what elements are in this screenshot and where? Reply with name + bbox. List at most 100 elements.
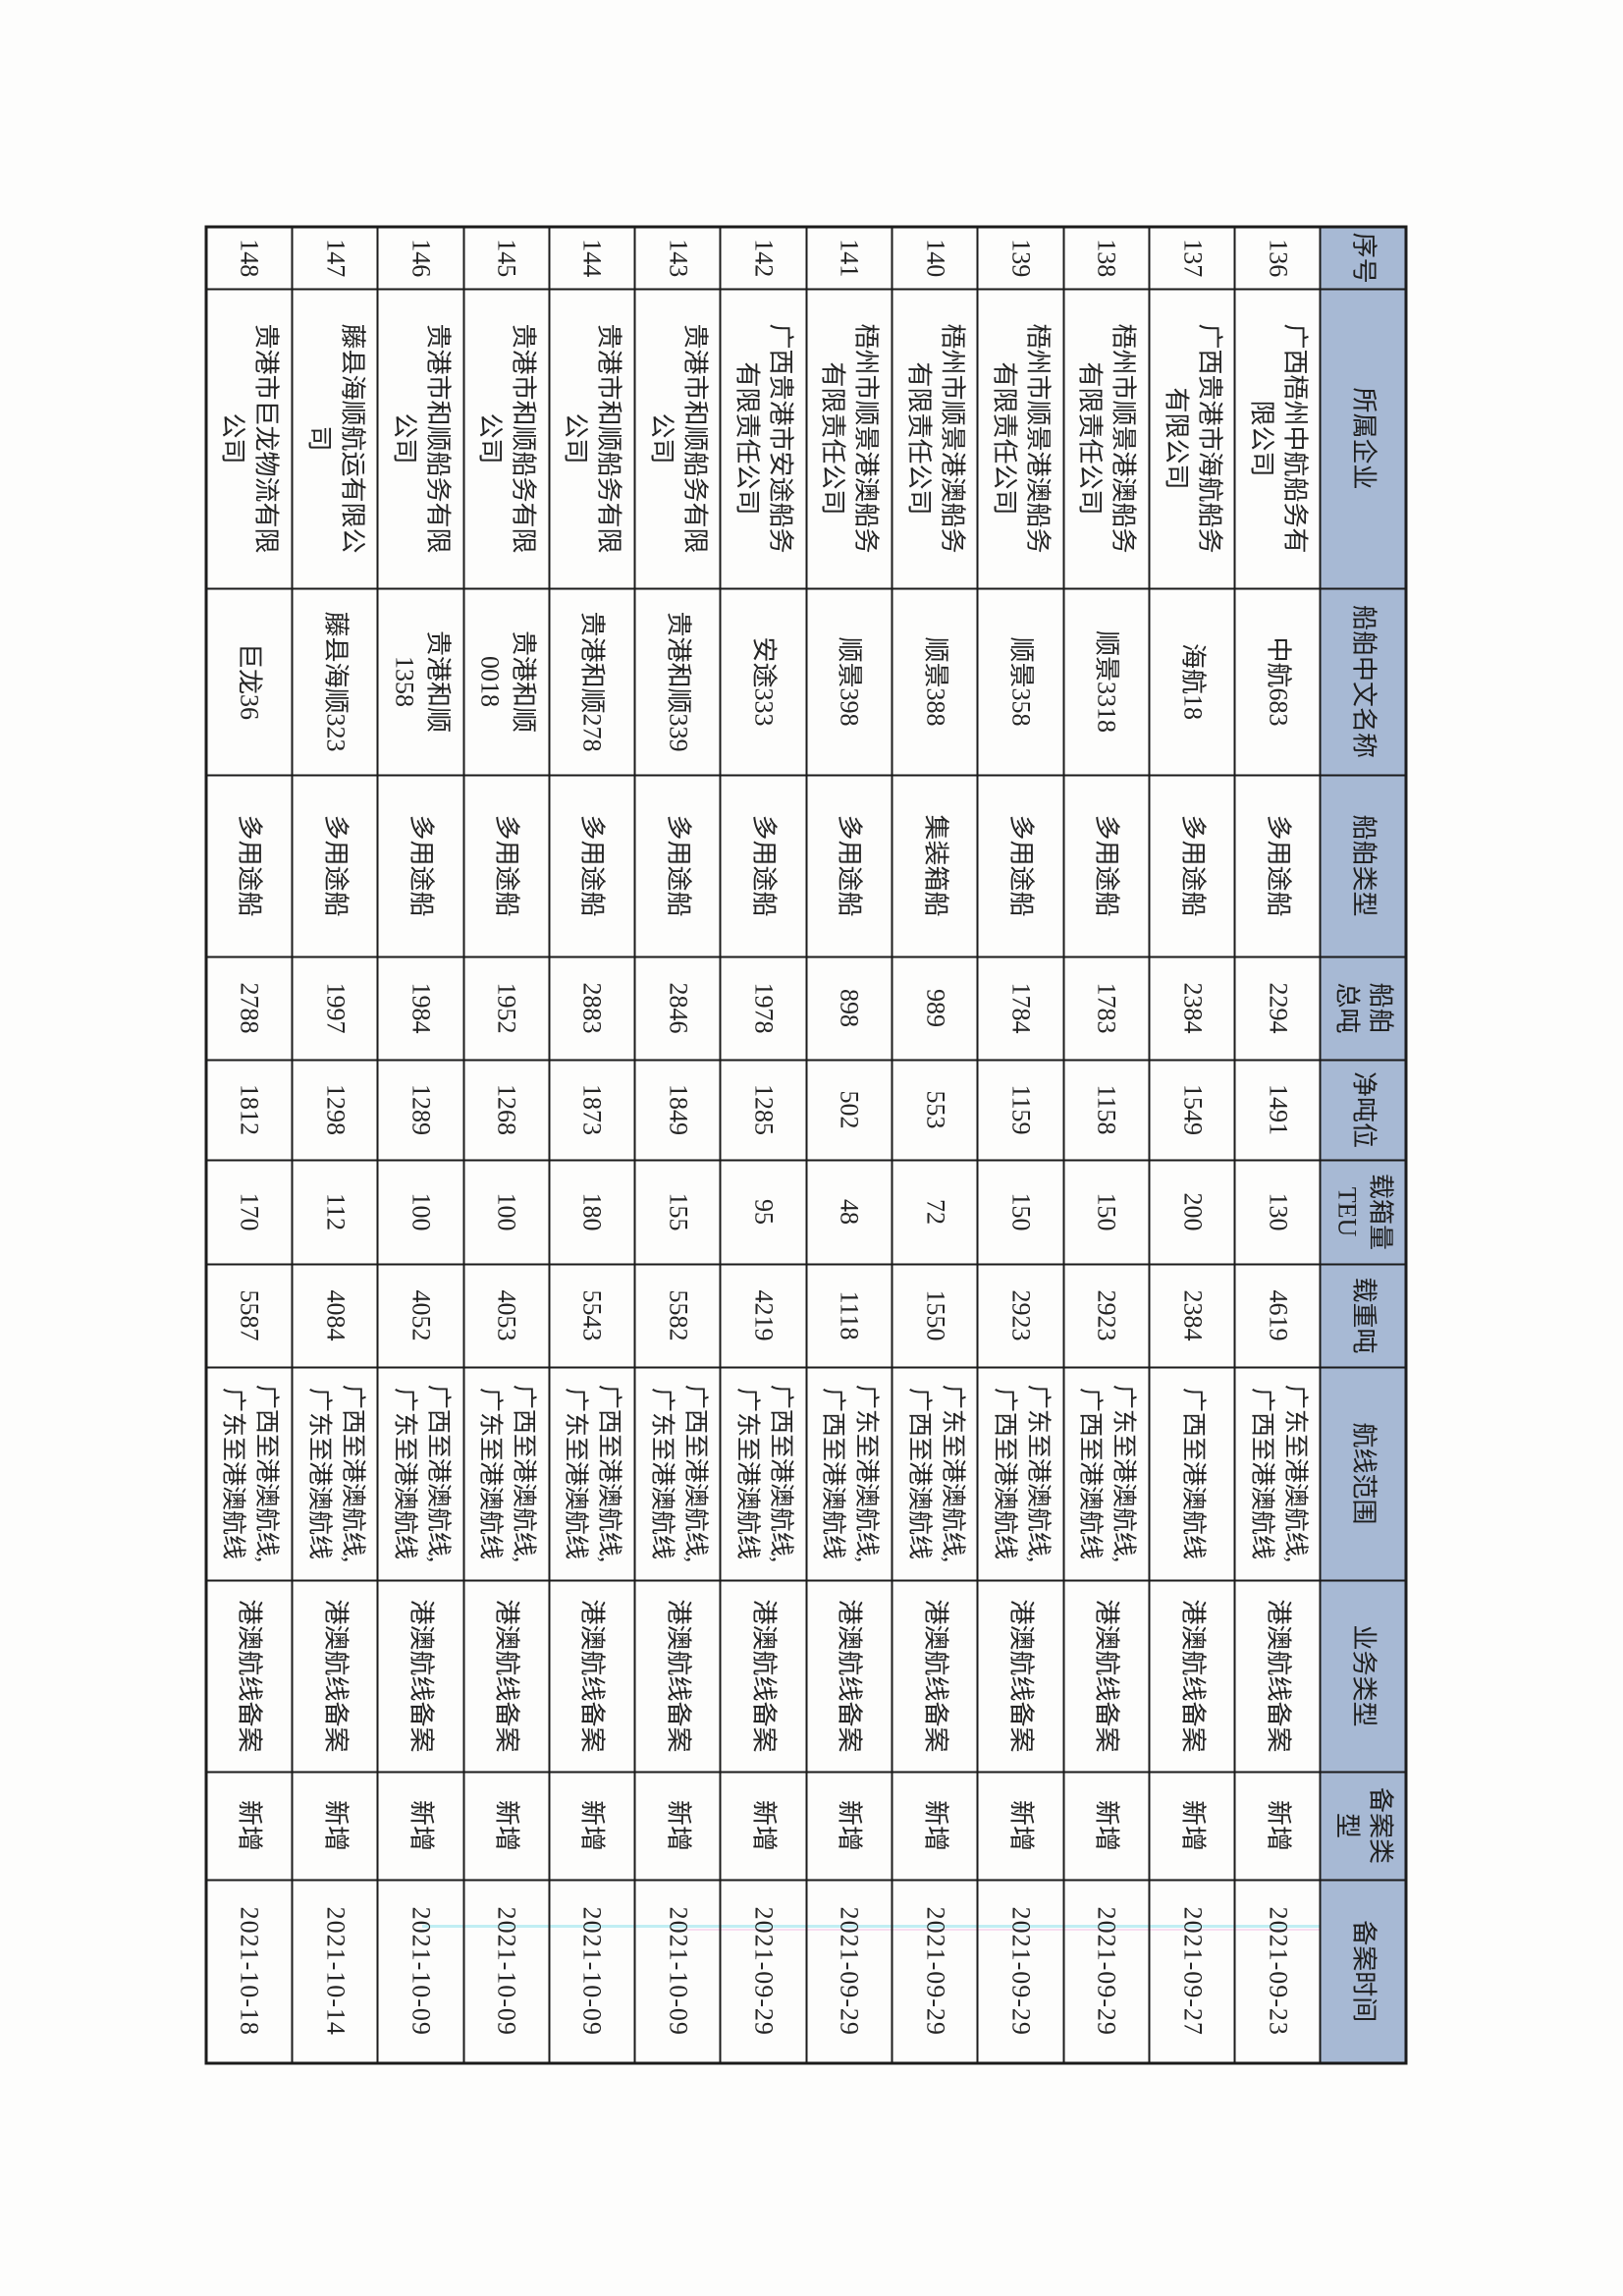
table-row: 141 梧州市顺景港澳船务 有限责任公司 顺景398 多用途船 898 502 48 1118… <box>806 227 893 2063</box>
table-row: 139 梧州市顺景港澳船务 有限责任公司 顺景358 多用途船 1784 1159 150 2… <box>977 227 1064 2063</box>
table-cell: 新增 <box>549 1772 635 1880</box>
table-cell: 145 <box>463 227 550 289</box>
table-cell: 150 <box>977 1160 1064 1264</box>
table-cell: 港澳航线备案 <box>206 1580 293 1772</box>
table-cell: 137 <box>1149 227 1235 289</box>
table-cell: 2923 <box>1063 1264 1150 1367</box>
table-cell: 898 <box>806 957 893 1060</box>
table-row: 138 梧州市顺景港澳船务 有限责任公司 顺景3318 多用途船 1783 1158 150… <box>1063 227 1150 2063</box>
table-cell: 贵港市和顺船务有限 公司 <box>463 289 550 588</box>
table-cell: 顺景358 <box>977 588 1064 775</box>
table-header: 序号 所属企业 船舶中文名称 船舶类型 船舶 总吨 净吨位 载箱量 TEU 载重吨 航线范围 业务… <box>1321 227 1406 2063</box>
table-cell: 130 <box>1234 1160 1321 1264</box>
table-cell: 中航683 <box>1234 588 1321 775</box>
header-row: 序号 所属企业 船舶中文名称 船舶类型 船舶 总吨 净吨位 载箱量 TEU 载重吨 航线范围 业务… <box>1321 227 1406 2063</box>
table-cell: 2021-09-23 <box>1234 1880 1321 2063</box>
table-cell: 多用途船 <box>720 775 807 957</box>
table-cell: 170 <box>206 1160 293 1264</box>
table-cell: 贵港市和顺船务有限 公司 <box>549 289 635 588</box>
table-cell: 广东至港澳航线, 广西至港澳航线 <box>892 1367 978 1580</box>
table-cell: 广西贵港市安途船务 有限责任公司 <box>720 289 807 588</box>
column-header-6: 净吨位 <box>1321 1060 1406 1160</box>
table-cell: 148 <box>206 227 293 289</box>
column-header-2: 所属企业 <box>1321 289 1406 588</box>
table-cell: 155 <box>634 1160 721 1264</box>
table-cell: 广西梧州中航船务有 限公司 <box>1234 289 1321 588</box>
table-cell: 多用途船 <box>377 775 464 957</box>
table-cell: 广西至港澳航线, 广东至港澳航线 <box>549 1367 635 1580</box>
table-cell: 2021-09-29 <box>720 1880 807 2063</box>
table-cell: 多用途船 <box>292 775 378 957</box>
table-row: 146 贵港市和顺船务有限 公司 贵港和顺 1358 多用途船 1984 1289 100 4… <box>377 227 464 2063</box>
table-cell: 1849 <box>634 1060 721 1160</box>
table-cell: 新增 <box>720 1772 807 1880</box>
table-cell: 顺景3318 <box>1063 588 1150 775</box>
table-cell: 港澳航线备案 <box>463 1580 550 1772</box>
table-cell: 72 <box>892 1160 978 1264</box>
table-cell: 140 <box>892 227 978 289</box>
table-cell: 巨龙36 <box>206 588 293 775</box>
table-cell: 梧州市顺景港澳船务 有限责任公司 <box>892 289 978 588</box>
table-cell: 贵港市和顺船务有限 公司 <box>634 289 721 588</box>
table-row: 143 贵港市和顺船务有限 公司 贵港和顺339 多用途船 2846 1849 155 558… <box>634 227 721 2063</box>
column-header-1: 序号 <box>1321 227 1406 289</box>
table-cell: 2384 <box>1149 1264 1235 1367</box>
table-cell: 2294 <box>1234 957 1321 1060</box>
table-cell: 广东至港澳航线, 广西至港澳航线 <box>1234 1367 1321 1580</box>
table-cell: 港澳航线备案 <box>892 1580 978 1772</box>
column-header-3: 船舶中文名称 <box>1321 588 1406 775</box>
table-cell: 4619 <box>1234 1264 1321 1367</box>
table-cell: 4053 <box>463 1264 550 1367</box>
table-cell: 112 <box>292 1160 378 1264</box>
table-cell: 多用途船 <box>1234 775 1321 957</box>
table-row: 136 广西梧州中航船务有 限公司 中航683 多用途船 2294 1491 130 4619… <box>1234 227 1321 2063</box>
table-cell: 1997 <box>292 957 378 1060</box>
table-cell: 2021-09-29 <box>892 1880 978 2063</box>
table-cell: 1491 <box>1234 1060 1321 1160</box>
table-body: 136 广西梧州中航船务有 限公司 中航683 多用途船 2294 1491 130 4619… <box>206 227 1321 2063</box>
table-cell: 2021-10-14 <box>292 1880 378 2063</box>
table-cell: 港澳航线备案 <box>292 1580 378 1772</box>
table-cell: 新增 <box>892 1772 978 1880</box>
table-cell: 150 <box>1063 1160 1150 1264</box>
table-cell: 多用途船 <box>206 775 293 957</box>
table-cell: 1550 <box>892 1264 978 1367</box>
table-cell: 多用途船 <box>634 775 721 957</box>
table-cell: 2021-10-09 <box>463 1880 550 2063</box>
table-cell: 藤县海顺323 <box>292 588 378 775</box>
table-cell: 多用途船 <box>549 775 635 957</box>
table-cell: 5587 <box>206 1264 293 1367</box>
table-row: 140 梧州市顺景港澳船务 有限责任公司 顺景388 集装箱船 989 553 72 1550… <box>892 227 978 2063</box>
table-cell: 4084 <box>292 1264 378 1367</box>
table-row: 142 广西贵港市安途船务 有限责任公司 安途333 多用途船 1978 1285 95 42… <box>720 227 807 2063</box>
rotated-table-container: 序号 所属企业 船舶中文名称 船舶类型 船舶 总吨 净吨位 载箱量 TEU 载重吨 航线范围 业务… <box>204 225 1408 2065</box>
table-cell: 1783 <box>1063 957 1150 1060</box>
table-cell: 2021-10-09 <box>549 1880 635 2063</box>
table-cell: 广西至港澳航线, 广东至港澳航线 <box>463 1367 550 1580</box>
table-cell: 广东至港澳航线, 广西至港澳航线 <box>806 1367 893 1580</box>
table-cell: 贵港市巨龙物流有限 公司 <box>206 289 293 588</box>
table-cell: 2788 <box>206 957 293 1060</box>
table-cell: 48 <box>806 1160 893 1264</box>
table-cell: 贵港和顺339 <box>634 588 721 775</box>
table-row: 137 广西贵港市海航船务 有限公司 海航18 多用途船 2384 1549 200 2384… <box>1149 227 1235 2063</box>
column-header-9: 航线范围 <box>1321 1367 1406 1580</box>
table-cell: 141 <box>806 227 893 289</box>
table-cell: 海航18 <box>1149 588 1235 775</box>
table-row: 145 贵港市和顺船务有限 公司 贵港和顺 0018 多用途船 1952 1268 100 4… <box>463 227 550 2063</box>
table-cell: 2021-10-09 <box>634 1880 721 2063</box>
table-cell: 港澳航线备案 <box>634 1580 721 1772</box>
table-cell: 1784 <box>977 957 1064 1060</box>
table-cell: 1158 <box>1063 1060 1150 1160</box>
table-cell: 新增 <box>977 1772 1064 1880</box>
table-cell: 广西至港澳航线 <box>1149 1367 1235 1580</box>
table-cell: 100 <box>463 1160 550 1264</box>
table-cell: 贵港和顺 1358 <box>377 588 464 775</box>
column-header-4: 船舶类型 <box>1321 775 1406 957</box>
table-cell: 4219 <box>720 1264 807 1367</box>
table-cell: 港澳航线备案 <box>977 1580 1064 1772</box>
table-cell: 港澳航线备案 <box>549 1580 635 1772</box>
table-cell: 142 <box>720 227 807 289</box>
table-row: 144 贵港市和顺船务有限 公司 贵港和顺278 多用途船 2883 1873 180 554… <box>549 227 635 2063</box>
